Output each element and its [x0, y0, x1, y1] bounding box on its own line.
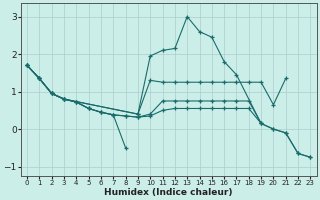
X-axis label: Humidex (Indice chaleur): Humidex (Indice chaleur) — [104, 188, 233, 197]
